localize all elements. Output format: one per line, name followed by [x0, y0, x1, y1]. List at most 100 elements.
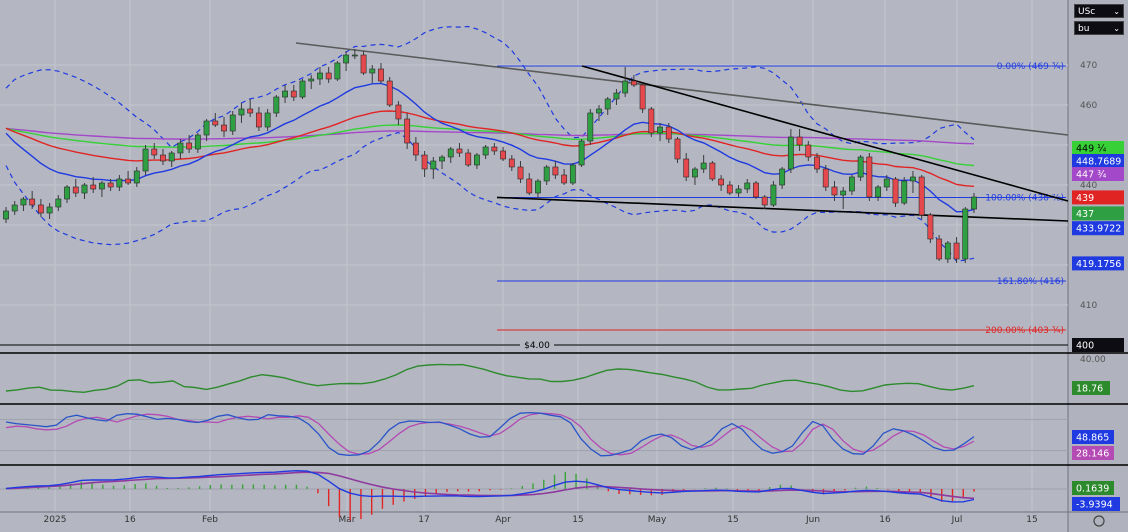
- price-tag-label: 449 ¼: [1076, 144, 1106, 155]
- candle-up: [168, 152, 175, 162]
- candle-up: [692, 168, 698, 178]
- candle-down: [508, 158, 515, 168]
- y-axis-tick-label: 460: [1080, 101, 1097, 111]
- fibonacci-level-label: 100.00% (436 ⅞): [985, 194, 1064, 204]
- candle-down: [561, 174, 568, 184]
- y-axis-tick-label: 440: [1080, 181, 1097, 191]
- candle-down: [125, 178, 132, 184]
- candle-up: [779, 168, 786, 186]
- candle-up: [11, 204, 18, 212]
- candle-up: [901, 180, 908, 204]
- indicator-tag-bg: [1072, 497, 1120, 511]
- candle-down: [247, 108, 254, 114]
- candle-down: [186, 142, 193, 150]
- x-axis-tick-label: Mar: [339, 515, 356, 525]
- price-tag-bg: [1072, 154, 1124, 168]
- candle-up: [447, 148, 454, 158]
- candle-down: [378, 68, 384, 82]
- candle-up: [787, 136, 794, 170]
- price-tag-label: 400: [1076, 341, 1094, 352]
- candle-up: [543, 166, 550, 182]
- candle-up: [99, 182, 105, 190]
- stochastic-k-tag: 48.865: [1076, 433, 1109, 444]
- macd-line: [5, 469, 975, 503]
- candle-down: [221, 124, 227, 132]
- x-axis-tick-label: 2025: [44, 515, 67, 525]
- candle-up: [46, 206, 53, 214]
- candle-down: [72, 186, 79, 194]
- candle-down: [37, 204, 44, 214]
- candle-up: [604, 98, 611, 110]
- macd-signal-tag: -3.9394: [1076, 500, 1113, 511]
- rsi-value-tag: 18.76: [1076, 384, 1103, 395]
- x-axis-tick-label: 16: [124, 515, 136, 525]
- x-axis-tick-label: 15: [572, 515, 583, 525]
- moving-average-green: [5, 124, 975, 167]
- x-axis-tick-label: Apr: [495, 515, 511, 525]
- price-tag-label: 433.9722: [1076, 224, 1121, 235]
- y-axis-tick-label: 410: [1080, 301, 1097, 311]
- candle-up: [613, 92, 620, 100]
- indicator-tag-bg: [1072, 381, 1110, 395]
- symbol-select[interactable]: USc ⌄: [1074, 4, 1124, 18]
- candle-down: [360, 54, 367, 74]
- candle-up: [81, 184, 88, 194]
- moving-average-red: [5, 110, 975, 187]
- candle-down: [29, 198, 36, 206]
- candle-up: [744, 182, 751, 190]
- candle-down: [639, 84, 646, 110]
- candle-down: [630, 80, 637, 86]
- units-select-value: bu: [1078, 24, 1090, 34]
- candle-down: [674, 138, 681, 160]
- candle-up: [439, 156, 445, 162]
- candle-down: [395, 104, 402, 120]
- candle-down: [517, 166, 524, 180]
- candle-up: [264, 112, 271, 128]
- candle-down: [831, 186, 838, 196]
- x-axis-tick-label: Jul: [951, 515, 963, 525]
- symbol-select-value: USc: [1078, 7, 1096, 17]
- candle-up: [20, 198, 27, 206]
- trendline-descending: [581, 65, 1069, 202]
- candle-down: [465, 152, 472, 166]
- candle-up: [578, 140, 585, 166]
- candle-up: [203, 120, 210, 136]
- candle-up: [299, 80, 306, 98]
- candle-down: [665, 126, 672, 140]
- candle-up: [430, 160, 437, 170]
- candle-down: [386, 80, 393, 106]
- x-axis-tick-label: 15: [1026, 515, 1037, 525]
- price-tag-bg: [1072, 256, 1124, 271]
- candle-up: [351, 54, 358, 57]
- candle-up: [770, 184, 777, 206]
- candle-down: [404, 118, 411, 144]
- stochastic-k-line: [5, 411, 975, 457]
- candle-down: [892, 178, 899, 204]
- candle-up: [369, 68, 376, 74]
- candle-down: [325, 72, 332, 80]
- moving-average-blue: [5, 82, 975, 213]
- macd-histogram-tag: 0.1639: [1076, 484, 1109, 495]
- units-select[interactable]: bu ⌄: [1074, 21, 1124, 35]
- x-axis-tick-label: Jun: [805, 515, 820, 525]
- candle-up: [343, 54, 350, 64]
- candle-up: [116, 178, 123, 188]
- price-tag-bg: [1072, 141, 1124, 155]
- candle-up: [700, 162, 707, 170]
- price-level-label: $4.00: [524, 341, 550, 351]
- fibonacci-level-label: 161.80% (416): [997, 277, 1064, 287]
- price-level-label-bg: [520, 339, 554, 351]
- candle-up: [334, 62, 341, 80]
- candle-down: [709, 162, 716, 180]
- candle-up: [962, 208, 969, 260]
- candle-down: [151, 148, 158, 156]
- bollinger-upper-band: [5, 25, 975, 149]
- candle-down: [491, 146, 498, 152]
- candle-down: [953, 242, 960, 260]
- candle-up: [229, 114, 236, 132]
- candle-down: [718, 178, 725, 186]
- candle-up: [194, 134, 201, 150]
- price-tag-label: 448.7689: [1076, 157, 1121, 168]
- chevron-down-icon: ⌄: [1113, 7, 1120, 16]
